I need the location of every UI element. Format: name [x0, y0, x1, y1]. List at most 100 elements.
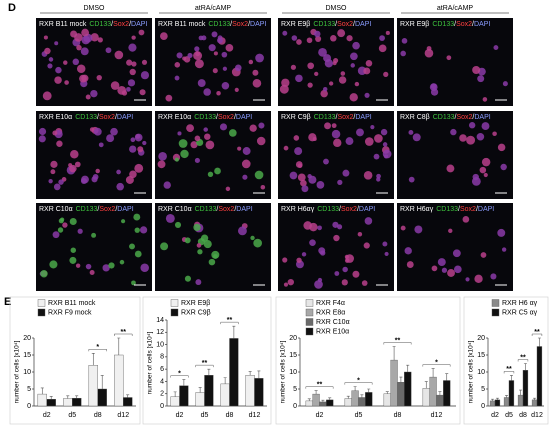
legend-label: RXR E8α — [316, 309, 345, 316]
error-bar — [66, 395, 70, 399]
cell — [58, 179, 64, 185]
significance-mark: * — [96, 344, 99, 351]
significance-mark: ** — [202, 360, 208, 367]
y-tick-label: 2 — [160, 391, 164, 398]
cell — [309, 239, 316, 246]
cell — [307, 62, 315, 70]
cell — [315, 35, 322, 42]
y-tick-label: 10 — [477, 369, 485, 376]
legend-swatch — [305, 299, 314, 307]
cell — [318, 47, 327, 57]
sample-name: RXR H6αγ — [281, 206, 315, 213]
significance-bracket — [422, 364, 451, 367]
error-bar — [182, 379, 186, 386]
legend-swatch — [491, 299, 500, 307]
cell — [254, 170, 264, 180]
cell — [437, 258, 446, 267]
error-bar — [100, 375, 104, 389]
image-label: RXR H6αγ CD133/Sox2/DAPI — [400, 206, 494, 213]
cell — [208, 44, 216, 52]
cell — [291, 35, 298, 41]
cell — [490, 273, 497, 280]
cell — [337, 179, 343, 186]
x-tick-label: d12 — [249, 412, 261, 419]
cell — [49, 260, 58, 269]
cell — [287, 278, 294, 286]
cell — [323, 158, 329, 165]
sample-name: RXR C9β — [281, 114, 311, 121]
sample-name: RXR B11 mock — [158, 21, 206, 28]
cell — [334, 271, 340, 276]
cell — [424, 48, 434, 58]
stain-name: Sox2 — [218, 114, 234, 121]
sample-name: RXR E9β — [281, 21, 310, 28]
cell — [116, 182, 124, 191]
cell — [364, 92, 370, 98]
cell — [69, 164, 77, 173]
bar — [46, 399, 56, 407]
stain-name: Sox2 — [113, 21, 129, 28]
bar — [522, 370, 529, 407]
cell — [357, 232, 363, 237]
bar — [72, 397, 82, 407]
cell — [205, 140, 215, 150]
x-tick-label: d5 — [355, 412, 363, 419]
cell — [282, 257, 288, 263]
cell — [349, 93, 358, 102]
cell — [345, 137, 354, 146]
error-bar — [207, 368, 211, 376]
cell — [316, 180, 325, 189]
separator: / — [216, 114, 218, 121]
cell — [203, 88, 211, 96]
bar — [220, 383, 230, 407]
cell — [198, 35, 204, 41]
error-bar — [248, 371, 252, 376]
cell — [322, 86, 328, 92]
cell — [333, 57, 339, 64]
cell — [121, 90, 128, 96]
stain-name: CD133 — [433, 114, 455, 121]
cell — [242, 147, 251, 155]
legend-swatch — [305, 327, 314, 336]
cell — [134, 133, 143, 142]
legend-swatch — [37, 308, 46, 317]
y-tick-label: 12 — [156, 329, 164, 336]
bar — [365, 392, 373, 407]
error-bar — [307, 398, 311, 401]
cell — [187, 52, 193, 59]
cell — [38, 127, 47, 136]
cell — [129, 243, 135, 250]
y-tick-label: 10 — [156, 341, 164, 348]
error-bar — [431, 368, 435, 378]
cell — [258, 122, 265, 129]
significance-mark: ** — [227, 317, 233, 324]
separator: / — [472, 114, 474, 121]
separator: / — [454, 21, 456, 28]
legend-swatch — [170, 308, 179, 317]
cell — [283, 145, 289, 151]
cell — [301, 252, 307, 257]
image-label: RXR E9β CD133/Sox2/DAPI — [281, 21, 371, 28]
cell — [297, 173, 306, 182]
stain-name: DAPI — [131, 21, 147, 28]
cell — [279, 84, 289, 94]
chart-frame — [275, 296, 461, 425]
cell — [194, 135, 201, 142]
cell — [95, 168, 100, 174]
cell — [472, 65, 481, 75]
bar — [170, 396, 180, 407]
cell — [431, 265, 438, 272]
stain-name: Sox2 — [456, 21, 472, 28]
legend-label: RXR H6 αγ — [502, 300, 538, 307]
error-bar — [424, 381, 428, 389]
cell — [133, 213, 141, 221]
significance-bracket — [531, 333, 543, 336]
chart-frame — [142, 296, 272, 425]
microscopy-image — [36, 111, 152, 199]
cell — [361, 280, 368, 286]
stain-name: DAPI — [236, 114, 252, 121]
bar — [254, 378, 264, 407]
cell — [446, 164, 455, 173]
y-axis-label: number of cells [x10⁴] — [14, 340, 21, 403]
y-tick-label: 0 — [27, 403, 31, 410]
